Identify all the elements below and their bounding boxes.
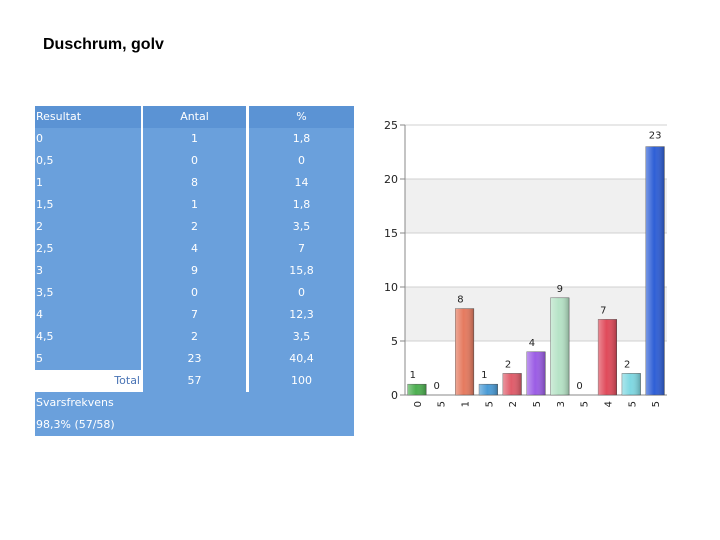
grid-band [405,179,667,233]
bar-shade [479,384,498,395]
data-label: 0 [433,381,439,392]
cell-resultat: 4 [35,304,141,326]
cell-percent: 7 [249,238,354,260]
table-header: Resultat Antal % [35,106,354,128]
cell-percent: 0 [249,282,354,304]
table-row: 4,5 2 3,5 [35,326,354,348]
table-row: 5 23 40,4 [35,348,354,370]
data-label: 2 [505,359,511,370]
cell-resultat: 3,5 [35,282,141,304]
bar-shade [455,308,474,395]
response-rate-label: Svarsfrekvens [35,392,354,414]
cell-percent: 12,3 [249,304,354,326]
cell-antal: 2 [143,216,246,238]
table-row: 2,5 4 7 [35,238,354,260]
x-tick-label: 2 [508,401,519,407]
y-tick-label: 5 [391,335,398,348]
cell-antal: 4 [143,238,246,260]
header-resultat: Resultat [35,106,141,128]
data-label: 7 [600,305,606,316]
cell-resultat: 4,5 [35,326,141,348]
data-label: 1 [410,370,416,381]
table-row: 2 2 3,5 [35,216,354,238]
cell-percent: 1,8 [249,128,354,150]
response-rate-value: 98,3% (57/58) [35,414,354,436]
table-row: 4 7 12,3 [35,304,354,326]
cell-antal: 23 [143,348,246,370]
cell-antal: 1 [143,194,246,216]
x-tick-label: 5 [651,401,662,407]
cell-antal: 7 [143,304,246,326]
cell-percent: 15,8 [249,260,354,282]
cell-resultat: 0 [35,128,141,150]
results-table: Resultat Antal % 0 1 1,8 0,5 0 0 1 8 14 1,5 1 1,8 2 2… [35,106,354,436]
bar-shade [598,319,617,395]
x-tick-label: 1 [461,401,472,407]
cell-percent: 0 [249,150,354,172]
cell-percent: 1,8 [249,194,354,216]
cell-resultat: 2,5 [35,238,141,260]
data-label: 9 [557,284,563,295]
data-label: 23 [649,131,662,142]
cell-antal: 1 [143,128,246,150]
cell-antal: 0 [143,150,246,172]
total-label: Total [114,374,140,387]
table-body: 0 1 1,8 0,5 0 0 1 8 14 1,5 1 1,8 2 2 3,5 2,5 4 7 3 9 15,8 3,5… [35,128,354,370]
cell-resultat: 1 [35,172,141,194]
grid-band [405,287,667,341]
cell-antal: 9 [143,260,246,282]
data-label: 4 [529,338,535,349]
total-percent: 100 [249,370,354,392]
x-tick-label: 0 [413,401,424,407]
bar-shade [645,146,665,395]
cell-resultat: 5 [35,348,141,370]
table-row: 3,5 0 0 [35,282,354,304]
cell-resultat: 3 [35,260,141,282]
response-rate-value-row: 98,3% (57/58) [35,414,354,436]
bar-chart: 05101520251000,58111,52242,59303,57424,5… [384,119,667,408]
x-tick-label: 2,5 [532,401,543,408]
cell-percent: 3,5 [249,326,354,348]
response-rate-label-row: Svarsfrekvens [35,392,354,414]
cell-percent: 3,5 [249,216,354,238]
y-tick-label: 10 [384,281,398,294]
cell-percent: 14 [249,172,354,194]
header-antal: Antal [143,106,246,128]
cell-percent: 40,4 [249,348,354,370]
header-percent: % [249,106,354,128]
y-tick-label: 20 [384,173,398,186]
table-row: 3 9 15,8 [35,260,354,282]
data-label: 1 [481,370,487,381]
table-row: 1,5 1 1,8 [35,194,354,216]
x-tick-label: 0,5 [437,401,448,408]
total-count: 57 [143,370,246,392]
cell-resultat: 1,5 [35,194,141,216]
table-row: 0,5 0 0 [35,150,354,172]
cell-antal: 0 [143,282,246,304]
y-tick-label: 0 [391,389,398,402]
cell-antal: 2 [143,326,246,348]
cell-antal: 8 [143,172,246,194]
bar-shade [526,351,546,395]
data-label: 2 [624,359,630,370]
cell-resultat: 0,5 [35,150,141,172]
bar-shade [502,373,522,395]
y-tick-label: 25 [384,119,398,132]
x-tick-label: 1,5 [484,401,495,408]
table-total-row: Total 57 100 [35,370,354,392]
bar-shade [407,384,427,395]
table-row: 1 8 14 [35,172,354,194]
table-row: 0 1 1,8 [35,128,354,150]
x-tick-label: 4,5 [627,401,638,408]
x-tick-label: 3,5 [580,401,591,408]
page-title: Duschrum, golv [43,36,164,53]
data-label: 0 [576,381,582,392]
data-label: 8 [457,295,463,306]
bar-shade [621,373,641,395]
bar-shade [550,297,570,395]
y-tick-label: 15 [384,227,398,240]
cell-resultat: 2 [35,216,141,238]
x-tick-label: 3 [556,401,567,407]
x-tick-label: 4 [603,401,614,407]
